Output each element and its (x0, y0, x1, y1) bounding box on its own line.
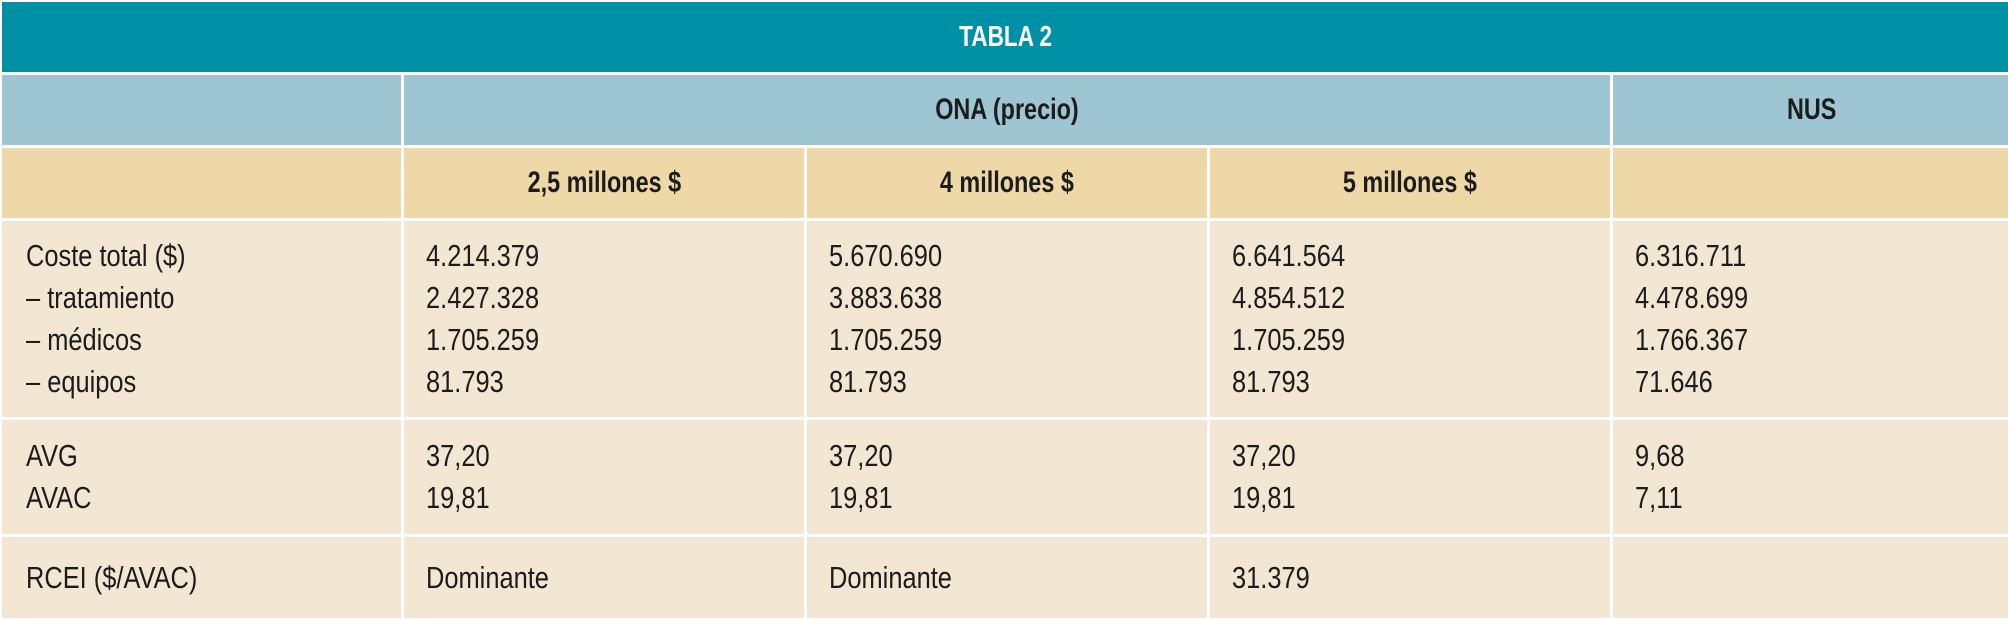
cell-value: 4.854.512 (1232, 280, 1346, 315)
cell-value: Dominante (426, 559, 549, 595)
sub-header-5m-text: 5 millones $ (1343, 166, 1477, 199)
row-label: Coste total ($) (26, 238, 186, 273)
group-header-ona-text: ONA (precio) (935, 93, 1079, 126)
table-row-costs-label: Coste total ($) – tratamiento – médicos … (2, 221, 401, 417)
table-title-text: TABLA 2 (959, 20, 1053, 53)
cell-value: 81.793 (829, 364, 907, 399)
cell-value: 1.766.367 (1635, 322, 1749, 357)
cell-value: 81.793 (426, 364, 504, 399)
table-cell-costs-nus: 6.316.711 4.478.699 1.766.367 71.646 (1613, 221, 2008, 417)
cell-value: 9,68 (1635, 438, 1685, 473)
table-cell-rcei-nus (1613, 537, 2008, 618)
table-cell-outcomes-5m: 37,20 19,81 (1210, 420, 1610, 534)
cell-value: 37,20 (1232, 438, 1296, 473)
table-cell-outcomes-nus: 9,68 7,11 (1613, 420, 2008, 534)
sub-header-2-5m-text: 2,5 millones $ (527, 166, 681, 199)
cell-value: 2.427.328 (426, 280, 540, 315)
cell-value: 81.793 (1232, 364, 1310, 399)
row-label: AVAC (26, 480, 92, 515)
cell-value: 37,20 (426, 438, 490, 473)
table-cell-outcomes-4m: 37,20 19,81 (807, 420, 1207, 534)
table-cell-costs-4m: 5.670.690 3.883.638 1.705.259 81.793 (807, 221, 1207, 417)
table-cell-costs-2-5m: 4.214.379 2.427.328 1.705.259 81.793 (404, 221, 804, 417)
group-header-nus-text: NUS (1786, 93, 1837, 126)
table-cell-costs-5m: 6.641.564 4.854.512 1.705.259 81.793 (1210, 221, 1610, 417)
table-cell-rcei-5m: 31.379 (1210, 537, 1610, 618)
cell-value: 19,81 (426, 480, 490, 515)
sub-header-empty (2, 148, 401, 218)
table-title: TABLA 2 (2, 2, 2008, 72)
cell-value: 37,20 (829, 438, 893, 473)
cell-value: 31.379 (1232, 559, 1310, 595)
cell-value: 6.641.564 (1232, 238, 1346, 273)
row-label: – equipos (26, 364, 137, 399)
cell-value: 1.705.259 (1232, 322, 1346, 357)
cell-value: Dominante (829, 559, 952, 595)
sub-header-4m-text: 4 millones $ (940, 166, 1074, 199)
table-row-rcei-label: RCEI ($/AVAC) (2, 537, 401, 618)
table-cell-outcomes-2-5m: 37,20 19,81 (404, 420, 804, 534)
row-label: AVG (26, 438, 78, 473)
row-label: – médicos (26, 322, 142, 357)
group-header-ona: ONA (precio) (404, 75, 1610, 145)
row-label: – tratamiento (26, 280, 175, 315)
cell-value: 5.670.690 (829, 238, 943, 273)
cell-value: 1.705.259 (426, 322, 540, 357)
cell-value: 71.646 (1635, 364, 1713, 399)
group-header-empty (2, 75, 401, 145)
table-cell-rcei-2-5m: Dominante (404, 537, 804, 618)
sub-header-nus (1613, 148, 2008, 218)
table-row-outcomes-label: AVG AVAC (2, 420, 401, 534)
group-header-nus: NUS (1613, 75, 2008, 145)
cell-value: 3.883.638 (829, 280, 943, 315)
row-label: RCEI ($/AVAC) (26, 559, 198, 595)
cell-value: 7,11 (1635, 480, 1683, 515)
sub-header-5m: 5 millones $ (1210, 148, 1610, 218)
cell-value: 4.214.379 (426, 238, 540, 273)
cell-value: 19,81 (1232, 480, 1296, 515)
table-cell-rcei-4m: Dominante (807, 537, 1207, 618)
sub-header-4m: 4 millones $ (807, 148, 1207, 218)
cell-value: 1.705.259 (829, 322, 943, 357)
cell-value: 6.316.711 (1635, 238, 1747, 273)
cell-value: 19,81 (829, 480, 893, 515)
cell-value: 4.478.699 (1635, 280, 1749, 315)
sub-header-2-5m: 2,5 millones $ (404, 148, 804, 218)
